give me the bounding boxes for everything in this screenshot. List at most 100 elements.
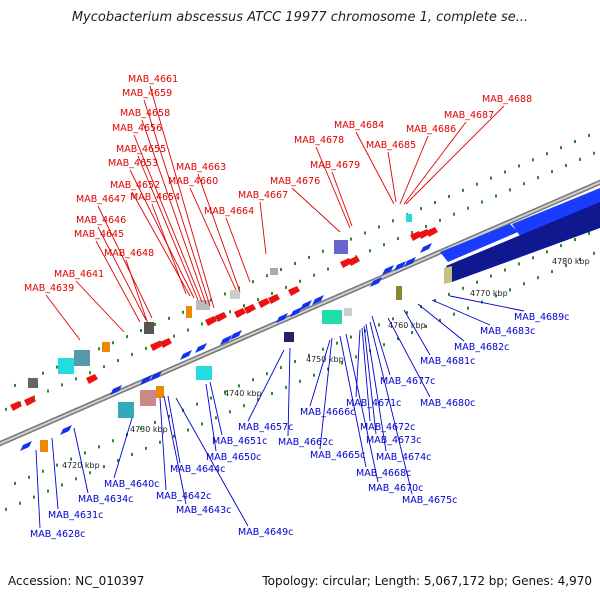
- cds-block: [102, 342, 110, 352]
- tick-dot: [350, 335, 352, 339]
- tick-dot: [518, 164, 520, 168]
- tick-dot: [565, 163, 567, 167]
- forward-gene-label: MAB_4676: [270, 176, 320, 187]
- tick-dot: [364, 231, 366, 235]
- forward-leader-line: [137, 155, 199, 301]
- tick-dot: [252, 378, 254, 382]
- tick-dot: [159, 340, 161, 344]
- tick-dot: [588, 133, 590, 137]
- forward-gene-arrow: [215, 312, 227, 322]
- reverse-gene-arrow: [420, 243, 432, 253]
- forward-gene-label: MAB_4652: [110, 180, 160, 191]
- tick-dot: [210, 298, 212, 302]
- tick-dot: [425, 224, 427, 228]
- reverse-leader-line: [449, 295, 525, 312]
- tick-dot: [229, 310, 231, 314]
- tick-dot: [560, 146, 562, 150]
- tick-dot: [280, 366, 282, 370]
- tick-dot: [313, 373, 315, 377]
- cds-block: [270, 268, 278, 275]
- reverse-gene-label: MAB_4662c: [278, 437, 333, 448]
- tick-label: 4720 kbp: [62, 461, 100, 470]
- cds-block: [140, 390, 156, 406]
- tick-dot: [495, 294, 497, 298]
- tick-dot: [173, 434, 175, 438]
- tick-dot: [117, 459, 119, 463]
- tick-dot: [266, 372, 268, 376]
- reverse-leader-line: [365, 323, 387, 452]
- tick-dot: [308, 353, 310, 357]
- tick-dot: [5, 407, 7, 411]
- tick-dot: [126, 335, 128, 339]
- gene-blue-large: [512, 188, 600, 236]
- tick-dot: [168, 414, 170, 418]
- forward-gene-label: MAB_4686: [406, 124, 456, 135]
- reverse-gene-label: MAB_4689c: [514, 312, 569, 323]
- tick-dot: [70, 457, 72, 461]
- reverse-gene-label: MAB_4683c: [480, 326, 535, 337]
- tick-dot: [14, 481, 16, 485]
- forward-gene-label: MAB_4647: [76, 194, 126, 205]
- tick-dot: [397, 337, 399, 341]
- reverse-gene-label: MAB_4671c: [346, 398, 401, 409]
- forward-leader-line: [197, 173, 241, 293]
- forward-leader-line: [259, 201, 267, 255]
- reverse-gene-label: MAB_4675c: [402, 495, 457, 506]
- tick-dot: [574, 140, 576, 144]
- tick-dot: [495, 194, 497, 198]
- forward-gene-label: MAB_4653: [108, 158, 158, 169]
- forward-gene-label: MAB_4648: [104, 248, 154, 259]
- forward-leader-line: [133, 134, 203, 303]
- tick-dot: [406, 311, 408, 315]
- reverse-leader-line: [167, 395, 181, 464]
- reverse-gene-arrow: [20, 441, 32, 451]
- reverse-leader-line: [309, 339, 331, 407]
- tick-dot: [490, 176, 492, 180]
- forward-leader-line: [189, 187, 237, 291]
- tick-dot: [42, 469, 44, 473]
- cds-block: [344, 308, 352, 316]
- tick-dot: [33, 395, 35, 399]
- tick-dot: [201, 322, 203, 326]
- forward-gene-label: MAB_4645: [74, 229, 124, 240]
- tick-dot: [579, 157, 581, 161]
- tick-dot: [462, 188, 464, 192]
- tick-dot: [299, 379, 301, 383]
- tick-dot: [574, 238, 576, 242]
- tick-dot: [154, 322, 156, 326]
- reverse-gene-arrow: [312, 295, 324, 305]
- reverse-gene-label: MAB_4668c: [356, 468, 411, 479]
- tick-dot: [579, 257, 581, 261]
- tick-dot: [378, 323, 380, 327]
- tick-dot: [294, 359, 296, 363]
- tick-dot: [551, 270, 553, 274]
- tick-dot: [131, 352, 133, 356]
- forward-leader-line: [399, 135, 429, 205]
- forward-gene-arrow: [160, 338, 172, 348]
- tick-dot: [308, 255, 310, 259]
- tick-dot: [448, 194, 450, 198]
- gene-tan-block: [444, 266, 452, 284]
- forward-gene-arrow: [86, 374, 98, 384]
- tick-dot: [322, 249, 324, 253]
- reverse-leader-line: [431, 299, 491, 326]
- tick-dot: [593, 151, 595, 155]
- forward-gene-label: MAB_4655: [116, 144, 166, 155]
- tick-dot: [518, 262, 520, 266]
- accession-text: Accession: NC_010397: [8, 574, 145, 588]
- forward-leader-line: [45, 294, 81, 341]
- tick-dot: [61, 383, 63, 387]
- cds-block: [334, 240, 348, 254]
- tick-dot: [112, 439, 114, 443]
- tick-dot: [411, 331, 413, 335]
- reverse-gene-label: MAB_4672c: [360, 422, 415, 433]
- tick-dot: [224, 292, 226, 296]
- tick-dot: [271, 391, 273, 395]
- forward-leader-line: [355, 131, 395, 205]
- tick-dot: [215, 416, 217, 420]
- map-title: Mycobacterium abscessus ATCC 19977 chrom…: [71, 10, 529, 25]
- forward-gene-arrow: [234, 308, 246, 318]
- tick-dot: [257, 398, 259, 402]
